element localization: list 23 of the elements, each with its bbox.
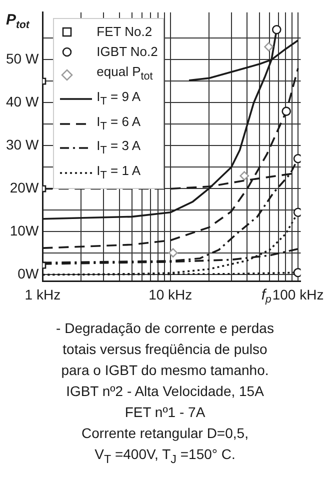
y-tick-label: 50 W (6, 50, 40, 67)
text: para o IGBT do mesmo tamanho. (60, 361, 270, 380)
legend-label: FET No.2 (96, 23, 152, 42)
y-tick-label: 10W (10, 222, 40, 239)
legend-label: IGBT No.2 (96, 43, 158, 62)
text: Corrente retangular D=0,5, (80, 424, 250, 443)
y-tick-label: 40 W (6, 94, 40, 110)
legend-label: I$_{T}$ = 1 A (96, 162, 141, 184)
text: - Degradação de corrente e perdas (55, 319, 275, 338)
text: FET nº1 - 7A (124, 403, 206, 422)
y-tick-label: 20W (10, 180, 40, 196)
text: IGBT nº2 - Alta Velocidade, 15A (65, 382, 265, 401)
x-tick-label: 1 kHz (24, 286, 61, 302)
text: totais versus freqüência de pulso (62, 340, 268, 359)
y-tick-label: 0W (18, 266, 40, 282)
legend-label: I$_{T}$ = 9 A (96, 88, 141, 110)
x-tick-label: 10 kHz (148, 286, 192, 302)
text: V$_{T}$ =400V, T$_{J}$ =150° C. (94, 445, 236, 468)
legend-label: I$_{T}$ = 6 A (96, 112, 141, 134)
legend-label: I$_{T}$ = 3 A (96, 137, 141, 159)
y-tick-label: 30 W (6, 136, 40, 153)
x-tick-label: 100 kHz (272, 286, 324, 302)
legend-label: equal P$_{tot}$ (96, 63, 153, 85)
